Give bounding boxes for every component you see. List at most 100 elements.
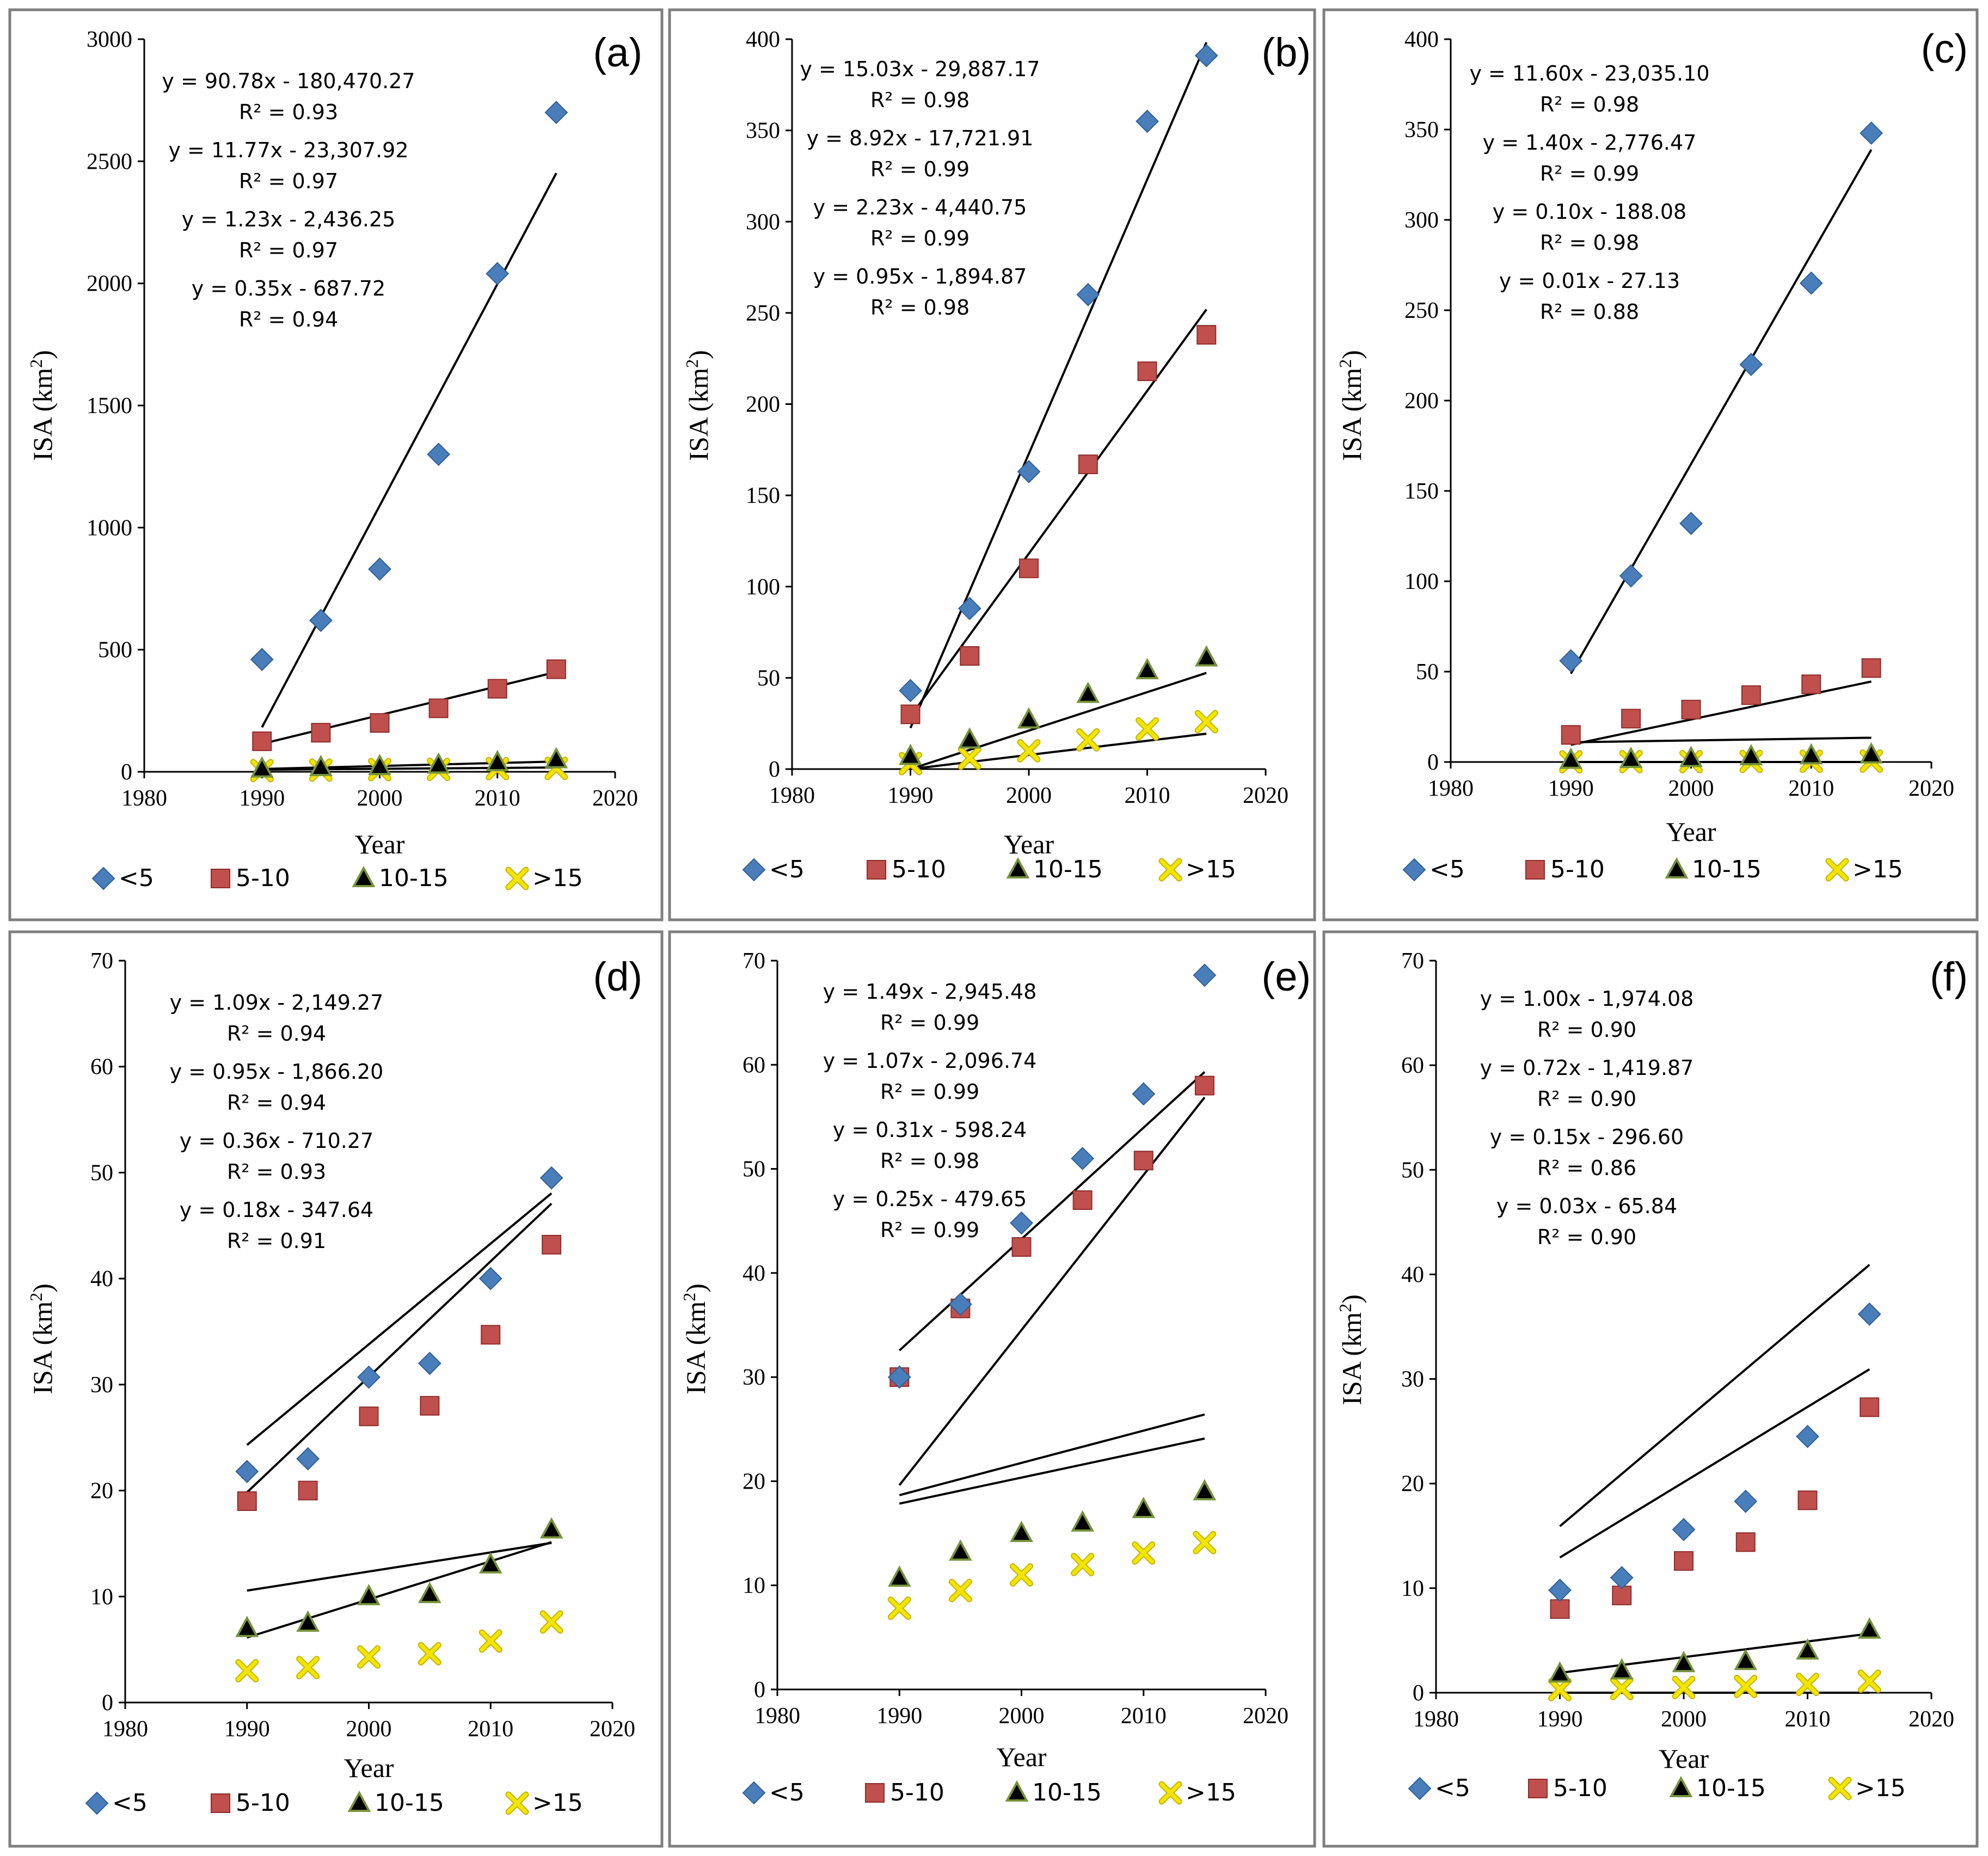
- r-squared-label: R² = 0.94: [227, 1022, 326, 1046]
- legend-marker-gt15: [505, 866, 529, 890]
- data-point-lt5: [1193, 963, 1217, 987]
- legend-marker-lt5: [742, 858, 766, 882]
- data-point-5to10: [1137, 361, 1157, 382]
- regression-equation: y = 15.03x - 29,887.17: [800, 57, 1040, 81]
- x-tick-label: 2010: [468, 1717, 513, 1742]
- y-tick-label: 0: [1413, 1681, 1424, 1706]
- data-point-lt5: [948, 1292, 972, 1316]
- regression-equation: y = 1.00x - 1,974.08: [1480, 987, 1694, 1011]
- trendline-gt15: [262, 766, 556, 771]
- data-point-10to15: [1799, 743, 1823, 765]
- data-point-lt5: [1739, 353, 1763, 377]
- legend-label-10to15: 10-15: [375, 1789, 444, 1817]
- data-point-lt5: [368, 557, 391, 581]
- y-tick-label: 350: [1404, 118, 1439, 143]
- legend-label-lt5: <5: [112, 1789, 148, 1817]
- data-point-lt5: [1548, 1578, 1572, 1602]
- data-point-lt5: [1610, 1566, 1634, 1590]
- y-tick-label: 1500: [87, 394, 132, 419]
- legend-marker-lt5: [742, 1781, 766, 1805]
- legend-label-gt15: >15: [532, 1789, 583, 1817]
- x-tick-label: 1990: [1548, 776, 1594, 801]
- r-squared-label: R² = 0.98: [1540, 93, 1639, 116]
- data-point-10to15: [235, 1615, 259, 1637]
- x-tick-label: 1990: [876, 1704, 922, 1729]
- data-point-gt15: [1076, 728, 1100, 752]
- data-point-10to15: [958, 727, 981, 749]
- x-tick-label: 2000: [1668, 776, 1714, 801]
- panel-tag: (e): [1262, 954, 1311, 999]
- data-point-lt5: [1672, 1517, 1696, 1541]
- legend-marker-10to15: [1006, 857, 1030, 878]
- y-tick-label: 200: [1404, 389, 1439, 414]
- regression-equation: y = 1.07x - 2,096.74: [823, 1049, 1037, 1073]
- r-squared-label: R² = 0.99: [870, 157, 970, 181]
- trendline-10to15: [1570, 736, 1872, 743]
- x-marker-fill: [949, 1580, 971, 1601]
- regression-equation: y = 0.35x - 687.72: [192, 276, 385, 300]
- y-tick-label: 400: [1404, 27, 1439, 52]
- y-axis-title: ISA (km2): [26, 1283, 58, 1394]
- data-point-10to15: [1739, 743, 1763, 766]
- y-tick-label: 350: [746, 119, 780, 144]
- data-point-5to10: [252, 731, 272, 751]
- data-point-gt15: [478, 1629, 502, 1653]
- legend-label-10to15: 10-15: [1692, 856, 1762, 883]
- y-tick-label: 250: [1404, 298, 1439, 323]
- data-point-gt15: [887, 1596, 911, 1620]
- chart-panel: 0 500 1000 1500 2000 2500 3000 1980 1990 2000 2010…: [8, 8, 664, 921]
- y-axis-title: ISA (km2): [1335, 350, 1367, 461]
- data-point-10to15: [296, 1610, 320, 1632]
- x-tick-label: 1980: [754, 1704, 800, 1729]
- x-axis-title: Year: [1004, 829, 1054, 859]
- trendline-5to10: [1570, 680, 1872, 746]
- x-tick-label: 2020: [1243, 1704, 1288, 1729]
- data-point-5to10: [1860, 1397, 1880, 1417]
- y-tick-label: 300: [746, 210, 780, 235]
- data-point-lt5: [1734, 1489, 1758, 1513]
- data-point-lt5: [1071, 1147, 1095, 1170]
- data-point-5to10: [1197, 325, 1217, 345]
- data-point-10to15: [1017, 707, 1041, 729]
- x-marker-fill: [236, 1660, 258, 1682]
- data-point-10to15: [949, 1539, 972, 1561]
- y-tick-label: 70: [90, 949, 113, 974]
- r-squared-label: R² = 0.97: [239, 169, 338, 193]
- data-point-5to10: [237, 1491, 257, 1511]
- r-squared-label: R² = 0.99: [1540, 162, 1639, 186]
- legend-label-lt5: <5: [769, 1779, 805, 1806]
- data-point-10to15: [1071, 1510, 1094, 1532]
- trendline-lt5: [909, 41, 1208, 729]
- trendline-lt5: [261, 173, 557, 728]
- r-squared-label: R² = 0.94: [227, 1091, 326, 1115]
- regression-equation: y = 0.72x - 1,419.87: [1480, 1056, 1694, 1080]
- y-axis-title: ISA (km2): [26, 350, 58, 461]
- trendline-10to15: [899, 1413, 1205, 1496]
- r-squared-label: R² = 0.86: [1537, 1156, 1636, 1180]
- x-axis-title: Year: [1666, 816, 1716, 847]
- data-point-gt15: [235, 1659, 259, 1683]
- y-tick-label: 10: [1401, 1576, 1424, 1601]
- y-tick-label: 200: [746, 392, 780, 417]
- y-axis-title-close: ): [680, 1283, 711, 1293]
- x-tick-label: 2010: [1125, 783, 1170, 808]
- legend-label-5to10: 5-10: [890, 1779, 944, 1806]
- r-squared-label: R² = 0.99: [880, 1218, 979, 1242]
- y-tick-label: 0: [1427, 750, 1439, 775]
- data-point-lt5: [357, 1365, 381, 1389]
- y-axis-title-superscript: 2: [26, 1293, 46, 1301]
- data-point-gt15: [1610, 1676, 1634, 1700]
- x-tick-label: 1990: [888, 783, 934, 808]
- data-point-5to10: [1674, 1551, 1694, 1571]
- r-squared-label: R² = 0.88: [1540, 300, 1639, 324]
- y-tick-label: 100: [746, 575, 780, 600]
- x-tick-label: 2020: [590, 1717, 635, 1742]
- y-tick-label: 30: [743, 1365, 765, 1390]
- r-squared-label: R² = 0.94: [239, 308, 338, 331]
- trendline-gt15: [899, 1437, 1205, 1505]
- x-marker-fill: [888, 1597, 910, 1619]
- regression-equation: y = 0.25x - 479.65: [833, 1187, 1027, 1211]
- x-marker-fill: [1829, 1778, 1851, 1799]
- y-tick-label: 0: [102, 1691, 113, 1716]
- x-marker-fill: [1797, 1674, 1818, 1695]
